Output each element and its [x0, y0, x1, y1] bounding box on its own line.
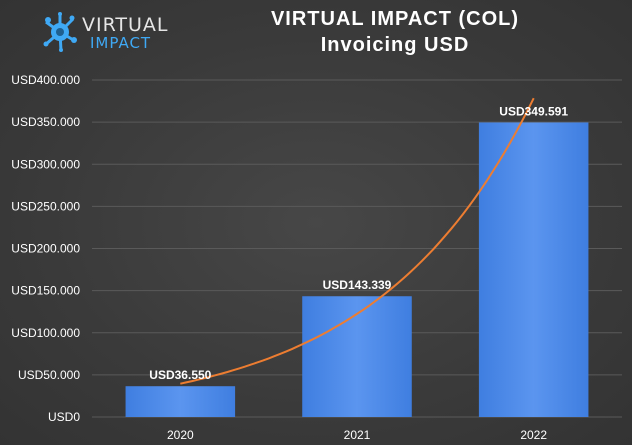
- virtual-impact-logo: VIRTUAL IMPACT: [40, 10, 190, 54]
- y-tick-label: USD250.000: [11, 199, 80, 213]
- y-tick-label: USD50.000: [18, 368, 80, 382]
- y-tick-label: USD400.000: [11, 73, 80, 87]
- x-tick-label: 2022: [520, 428, 547, 442]
- logo-splash-icon: [43, 12, 77, 52]
- bar-2022: [478, 122, 589, 418]
- x-tick-label: 2020: [167, 428, 194, 442]
- exponential-trendline: [180, 97, 535, 385]
- logo-text-virtual: VIRTUAL: [82, 14, 169, 36]
- y-tick-label: USD150.000: [11, 284, 80, 298]
- data-label: USD36.550: [149, 368, 211, 382]
- bar-2021: [302, 296, 412, 417]
- data-label: USD143.339: [323, 278, 392, 292]
- y-tick-label: USD100.000: [11, 326, 80, 340]
- y-tick-label: USD300.000: [11, 157, 80, 171]
- y-tick-label: USD350.000: [11, 115, 80, 129]
- bar-2020: [125, 386, 236, 417]
- chart-subtitle: Invoicing USD: [320, 34, 470, 56]
- logo-text-impact: IMPACT: [90, 34, 152, 52]
- y-tick-label: USD200.000: [11, 242, 80, 256]
- data-label: USD349.591: [499, 104, 568, 118]
- chart-title: VIRTUAL IMPACT (COL): [270, 8, 520, 30]
- x-tick-label: 2021: [344, 428, 371, 442]
- y-tick-label: USD0: [48, 410, 80, 424]
